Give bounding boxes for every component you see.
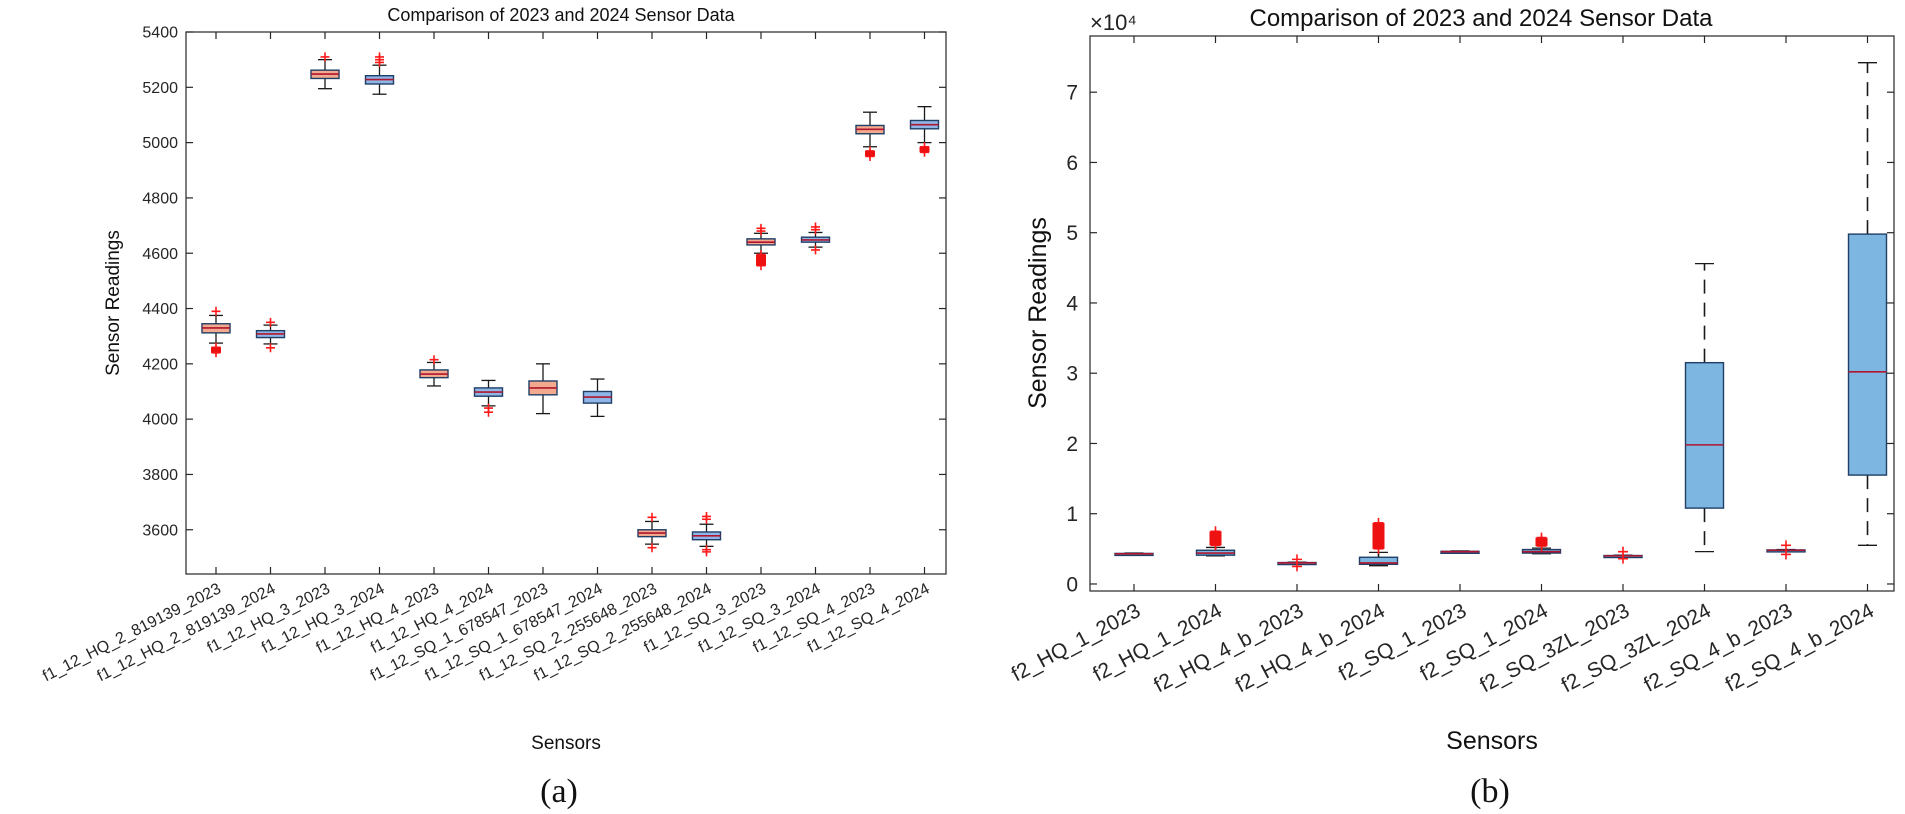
y-tick-label: 4800	[142, 191, 178, 208]
box-plot-f1_12_SQ_2_255648_2024	[693, 512, 721, 556]
y-tick-label: 2	[1066, 433, 1078, 456]
box-plot-f2_HQ_1_2023	[1115, 553, 1153, 555]
box-plot-f1_12_SQ_1_678547_2023	[529, 364, 557, 414]
box-plot-f2_HQ_1_2024	[1197, 526, 1235, 556]
chart-b-y-axis: 0 1 2 3 4 5 6 7	[1066, 82, 1894, 597]
outlier-cluster	[865, 151, 875, 157]
y-tick-label: 5400	[142, 25, 178, 42]
y-tick-label: 3800	[142, 467, 178, 484]
y-tick-label: 5200	[142, 80, 178, 97]
chart-a-title: Comparison of 2023 and 2024 Sensor Data	[387, 5, 735, 25]
x-tick-label: f2_SQ_4_b_2024	[1722, 599, 1878, 697]
box-plot-f1_12_HQ_2_819139_2023	[202, 307, 230, 357]
y-tick-label: 3600	[142, 522, 178, 539]
chart-a-boxes	[202, 52, 939, 556]
box-plot-f1_12_HQ_4_2023	[420, 355, 448, 386]
chart-b: Comparison of 2023 and 2024 Sensor Data …	[1008, 5, 1894, 810]
y-tick-label: 6	[1066, 152, 1078, 175]
chart-a-y-axis: 3600 3800 4000 4200 4400 4600 4800 5000 5200 5400	[142, 25, 946, 540]
y-tick-label: 5000	[142, 135, 178, 152]
outlier-marker	[648, 513, 657, 522]
outlier-cluster	[756, 255, 766, 266]
box-plot-f1_12_SQ_3_2024	[802, 222, 830, 254]
outlier-cluster	[211, 347, 221, 353]
y-tick-label: 4000	[142, 412, 178, 429]
y-tick-label: 3	[1066, 363, 1078, 386]
box-plot-f1_12_HQ_4_2024	[475, 380, 503, 416]
panel-b-label: (b)	[1470, 773, 1510, 810]
chart-b-plot-frame	[1090, 36, 1894, 591]
chart-a: Comparison of 2023 and 2024 Sensor Data …	[40, 5, 946, 810]
figure-canvas: Comparison of 2023 and 2024 Sensor Data …	[0, 0, 1905, 814]
y-tick-label: 1	[1066, 503, 1078, 526]
y-tick-label: 4400	[142, 301, 178, 318]
box-plot-f2_HQ_4_b_2024	[1360, 518, 1398, 566]
box-plot-f1_12_HQ_2_819139_2024	[257, 318, 285, 352]
box-plot-f2_SQ_1_2023	[1441, 551, 1479, 553]
chart-b-x-axis: f2_HQ_1_2023f2_HQ_1_2024f2_HQ_4_b_2023f2…	[1008, 36, 1878, 697]
y-tick-label: 4200	[142, 356, 178, 373]
outlier-marker	[212, 307, 221, 316]
box-plot-f2_SQ_4_b_2023	[1767, 540, 1805, 559]
outlier-cluster	[1210, 531, 1222, 545]
outlier-marker	[266, 343, 275, 352]
box-plot-f2_SQ_3ZL_2023	[1604, 547, 1642, 564]
box-plot-f2_SQ_1_2024	[1523, 533, 1561, 554]
chart-b-exponent-label: ×10⁴	[1090, 10, 1137, 35]
box-iqr	[1849, 234, 1887, 475]
outlier-marker	[1781, 540, 1791, 550]
chart-a-ylabel: Sensor Readings	[103, 230, 124, 376]
panel-a-label: (a)	[540, 773, 578, 810]
outlier-cluster	[1373, 523, 1385, 549]
box-plot-f2_SQ_3ZL_2024	[1686, 264, 1724, 552]
chart-b-xlabel: Sensors	[1446, 727, 1538, 755]
outlier-cluster	[920, 147, 930, 153]
box-plot-f1_12_SQ_2_255648_2023	[638, 513, 666, 552]
box-iqr	[1686, 363, 1724, 508]
box-plot-f2_SQ_4_b_2024	[1849, 63, 1887, 546]
chart-a-plot-frame	[186, 32, 946, 574]
chart-b-boxes	[1115, 63, 1887, 572]
outlier-marker	[484, 408, 493, 417]
outlier-cluster	[1536, 538, 1548, 546]
x-tick-label: f2_SQ_4_b_2023	[1640, 599, 1796, 697]
chart-a-xlabel: Sensors	[531, 733, 601, 754]
chart-b-ylabel: Sensor Readings	[1024, 217, 1052, 409]
box-plot-f1_12_SQ_4_2024	[911, 107, 939, 157]
box-plot-f2_HQ_4_b_2023	[1278, 554, 1316, 571]
y-tick-label: 4600	[142, 246, 178, 263]
y-tick-label: 7	[1066, 82, 1078, 105]
chart-b-title: Comparison of 2023 and 2024 Sensor Data	[1250, 5, 1714, 32]
box-plot-f1_12_SQ_1_678547_2024	[584, 379, 612, 416]
y-tick-label: 0	[1066, 573, 1078, 596]
box-plot-f1_12_HQ_3_2023	[311, 52, 339, 88]
box-plot-f1_12_SQ_3_2023	[747, 224, 775, 270]
box-plot-f1_12_SQ_4_2023	[856, 112, 884, 161]
box-plot-f1_12_HQ_3_2024	[366, 52, 394, 94]
y-tick-label: 5	[1066, 222, 1078, 245]
y-tick-label: 4	[1066, 292, 1078, 315]
